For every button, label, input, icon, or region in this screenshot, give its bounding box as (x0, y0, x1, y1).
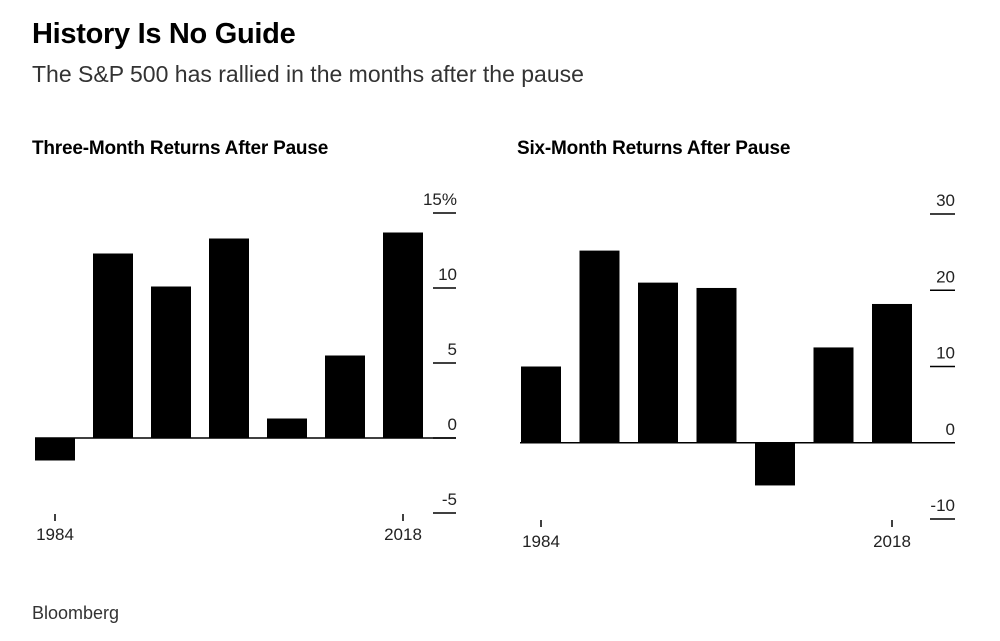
three-month-xtick-label: 1984 (36, 525, 74, 544)
three-month-bar (35, 438, 75, 461)
six-month-ytick-label: -10 (930, 496, 955, 515)
three-month-bar (325, 355, 365, 438)
six-month-bar (813, 347, 854, 443)
three-month-bar (267, 418, 307, 438)
three-month-ytick-label: 10 (438, 265, 457, 284)
six-month-ytick-label: 0 (946, 420, 955, 439)
three-month-ytick-label: 0 (448, 415, 457, 434)
chart-subtitle: The S&P 500 has rallied in the months af… (32, 61, 584, 87)
six-month-bar (521, 366, 561, 443)
three-month-bar (93, 253, 133, 438)
right-panel-title: Six-Month Returns After Pause (517, 138, 791, 159)
source-label: Bloomberg (32, 603, 120, 623)
left-panel-title: Three-Month Returns After Pause (32, 138, 329, 159)
six-month-bar (579, 250, 620, 443)
chart-title: History Is No Guide (32, 18, 296, 50)
three-month-xtick-label: 2018 (384, 525, 422, 544)
three-month-ytick-label: 15% (423, 190, 457, 209)
three-month-bar (209, 238, 249, 438)
six-month-ytick-label: 10 (936, 344, 955, 363)
three-month-bar (383, 232, 423, 438)
six-month-xtick-label: 2018 (873, 532, 911, 551)
six-month-bar (638, 282, 678, 443)
three-month-ytick-label: -5 (442, 490, 457, 509)
six-month-ytick-label: 20 (936, 267, 955, 286)
six-month-bar (872, 303, 912, 443)
six-month-bar (696, 287, 737, 443)
three-month-bar (151, 286, 191, 438)
six-month-xtick-label: 1984 (522, 532, 560, 551)
six-month-bar (755, 442, 795, 486)
six-month-ytick-label: 30 (936, 191, 955, 210)
three-month-ytick-label: 5 (448, 340, 457, 359)
